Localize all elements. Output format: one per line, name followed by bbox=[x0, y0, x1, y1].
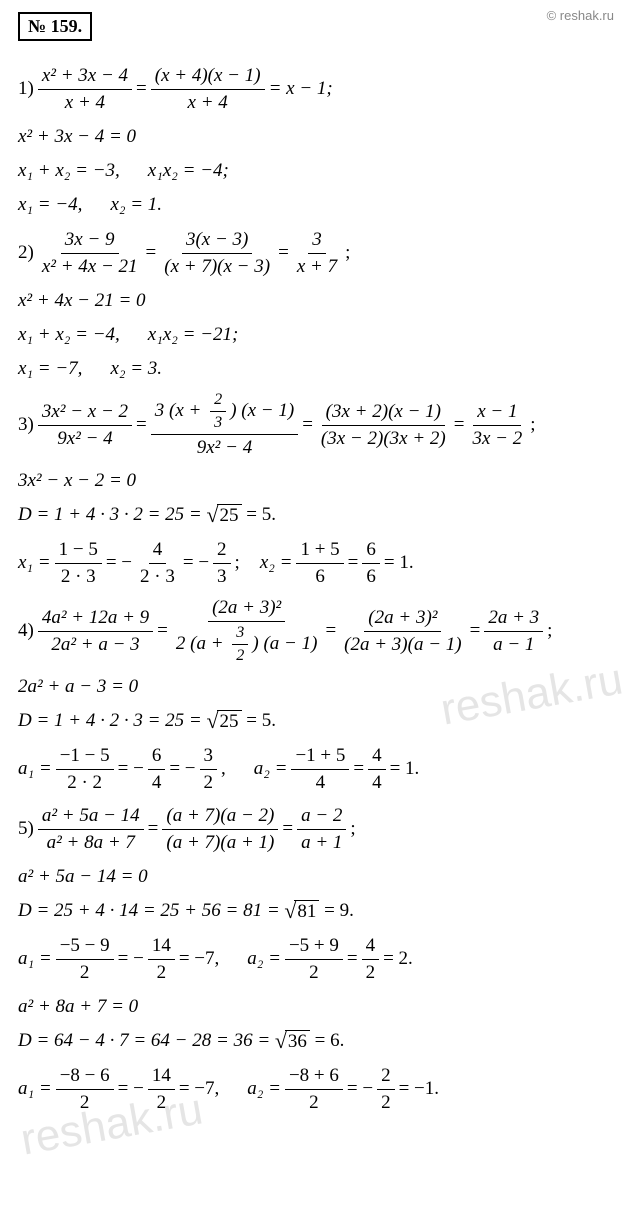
p5-line2: a² + 5a − 14 = 0 bbox=[18, 863, 610, 891]
p2-line4: x₁ = −7, x₂ = 3. bbox=[18, 355, 610, 383]
sqrt: √25 bbox=[207, 503, 242, 528]
p2-line3: x₁ + x₂ = −4, x₁x₂ = −21; bbox=[18, 321, 610, 349]
fraction: 3x − 9 x² + 4x − 21 bbox=[38, 229, 142, 278]
fraction: 3 x + 7 bbox=[293, 229, 341, 278]
p3-line3: D = 1 + 4 · 3 · 2 = 25 = √25 = 5. bbox=[18, 501, 610, 529]
p1-line2: x² + 3x − 4 = 0 bbox=[18, 123, 610, 151]
sqrt: √81 bbox=[284, 899, 319, 924]
p3-line1: 3) 3x² − x − 2 9x² − 4 = 3 (x + 23) (x −… bbox=[18, 391, 610, 459]
p4-line1: 4) 4a² + 12a + 9 2a² + a − 3 = (2a + 3)²… bbox=[18, 597, 610, 665]
p5-line4: a₁ = −5 − 92 = − 142 = −7, a₂ = −5 + 92 … bbox=[18, 933, 610, 985]
p5-line3: D = 25 + 4 · 14 = 25 + 56 = 81 = √81 = 9… bbox=[18, 897, 610, 925]
p2-line1: 2) 3x − 9 x² + 4x − 21 = 3(x − 3) (x + 7… bbox=[18, 227, 610, 279]
p5-line6: D = 64 − 4 · 7 = 64 − 28 = 36 = √36 = 6. bbox=[18, 1027, 610, 1055]
sqrt: √36 bbox=[275, 1029, 310, 1054]
problem-number-box: № 159. bbox=[18, 12, 92, 41]
p4-line4: a₁ = −1 − 52 · 2 = − 64 = − 32 , a₂ = −1… bbox=[18, 743, 610, 795]
lead: 4) bbox=[18, 620, 34, 642]
math-solution-page: © reshak.ru reshak.ru reshak.ru № 159. 1… bbox=[0, 0, 628, 1135]
fraction: (3x + 2)(x − 1) (3x − 2)(3x + 2) bbox=[317, 401, 450, 450]
lead: 2) bbox=[18, 242, 34, 264]
fraction: 3x² − x − 2 9x² − 4 bbox=[38, 401, 132, 450]
fraction: 3(x − 3) (x + 7)(x − 3) bbox=[160, 229, 274, 278]
fraction: x² + 3x − 4 x + 4 bbox=[38, 65, 132, 114]
p1-line4: x₁ = −4, x₂ = 1. bbox=[18, 191, 610, 219]
p5-line5: a² + 8a + 7 = 0 bbox=[18, 993, 610, 1021]
fraction: x − 1 3x − 2 bbox=[468, 401, 526, 450]
p1-line1: 1) x² + 3x − 4 x + 4 = (x + 4)(x − 1) x … bbox=[18, 63, 610, 115]
p3-line4: x₁ = 1 − 52 · 3 = − 42 · 3 = − 23 ; x₂ =… bbox=[18, 537, 610, 589]
fraction: (x + 4)(x − 1) x + 4 bbox=[151, 65, 265, 114]
fraction: a² + 5a − 14 a² + 8a + 7 bbox=[38, 805, 144, 854]
p5-line7: a₁ = −8 − 62 = − 142 = −7, a₂ = −8 + 62 … bbox=[18, 1063, 610, 1115]
lead: 5) bbox=[18, 818, 34, 840]
p5-line1: 5) a² + 5a − 14 a² + 8a + 7 = (a + 7)(a … bbox=[18, 803, 610, 855]
p4-line2: 2a² + a − 3 = 0 bbox=[18, 673, 610, 701]
p1-line3: x₁ + x₂ = −3, x₁x₂ = −4; bbox=[18, 157, 610, 185]
sqrt: √25 bbox=[207, 709, 242, 734]
p3-line2: 3x² − x − 2 = 0 bbox=[18, 467, 610, 495]
lead: 1) bbox=[18, 78, 34, 100]
fraction: (2a + 3)² 2 (a + 32) (a − 1) bbox=[172, 597, 322, 665]
fraction: 4a² + 12a + 9 2a² + a − 3 bbox=[38, 607, 153, 656]
fraction: 2a + 3 a − 1 bbox=[484, 607, 543, 656]
fraction: 3 (x + 23) (x − 1) 9x² − 4 bbox=[151, 391, 298, 459]
p4-line3: D = 1 + 4 · 2 · 3 = 25 = √25 = 5. bbox=[18, 707, 610, 735]
copyright-text: © reshak.ru bbox=[547, 8, 614, 23]
lead: 3) bbox=[18, 414, 34, 436]
fraction: a − 2 a + 1 bbox=[297, 805, 346, 854]
p2-line2: x² + 4x − 21 = 0 bbox=[18, 287, 610, 315]
fraction: (2a + 3)² (2a + 3)(a − 1) bbox=[340, 607, 465, 656]
fraction: (a + 7)(a − 2) (a + 7)(a + 1) bbox=[162, 805, 278, 854]
